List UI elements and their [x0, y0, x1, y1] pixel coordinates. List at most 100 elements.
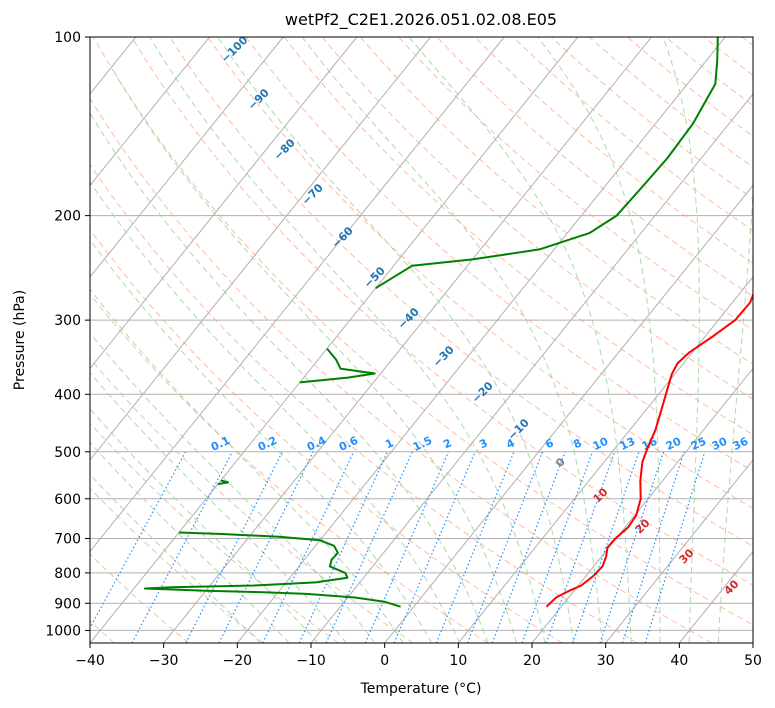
isotherm-line — [90, 37, 210, 187]
moist-adiabat-label: 20 — [633, 516, 653, 536]
x-tick-label: 0 — [380, 653, 389, 669]
dewpoint-profile-line — [299, 347, 376, 384]
grid-layer — [90, 37, 753, 643]
x-tick-label: 10 — [449, 653, 467, 669]
isotherm-line — [605, 459, 753, 643]
x-tick-label: −30 — [149, 653, 179, 669]
y-tick-label: 800 — [54, 566, 81, 582]
isotherm-label: −90 — [245, 86, 272, 113]
mixing-ratio-label: 0.1 — [209, 434, 232, 454]
y-tick-label: 100 — [54, 30, 81, 46]
isotherm-line — [310, 93, 753, 643]
dewpoint-profile-line — [375, 37, 719, 290]
isotherm-line — [457, 276, 753, 643]
dry-adiabat-line — [360, 37, 753, 365]
dry-adiabat-line — [207, 37, 753, 509]
mixing-ratio-line — [521, 451, 594, 643]
isotherm-label: −80 — [271, 136, 298, 163]
mixing-ratio-line — [185, 451, 283, 643]
moist-adiabat-line — [537, 37, 661, 643]
moist-adiabat-label: 0 — [553, 455, 568, 470]
mixing-ratio-line — [90, 451, 187, 630]
temperature-profile-line — [545, 292, 753, 608]
dry-adiabat-line — [703, 37, 753, 76]
x-tick-label: −10 — [296, 653, 326, 669]
isotherm-label: −30 — [430, 343, 457, 370]
y-tick-label: 900 — [54, 596, 81, 612]
moist-adiabat-line — [217, 37, 575, 643]
dewpoint-profile-line — [143, 531, 401, 608]
y-tick-label: 200 — [54, 209, 81, 225]
dry-adiabat-line — [90, 228, 563, 643]
plot-frame — [89, 36, 754, 644]
mixing-ratio-label: 8 — [571, 436, 583, 451]
isotherm-label: −100 — [219, 33, 251, 65]
mixing-ratio-label: 6 — [543, 436, 556, 451]
dewpoint-profile-line — [217, 479, 230, 486]
mixing-ratio-line — [325, 451, 413, 643]
mixing-ratio-label: 2 — [441, 436, 453, 451]
x-tick-label: −20 — [223, 653, 253, 669]
dry-adiabat-line — [90, 357, 414, 643]
dry-adiabat-line — [398, 37, 753, 331]
moist-adiabat-line — [301, 37, 603, 643]
mixing-ratio-line — [644, 451, 706, 643]
dry-adiabat-line — [90, 293, 488, 643]
isotherm-line — [678, 550, 753, 643]
dry-adiabat-line — [90, 163, 638, 643]
isotherm-line — [90, 37, 431, 461]
mixing-ratio-line — [364, 451, 450, 643]
moist-adiabat-line — [149, 37, 546, 643]
chart-title: wetPf2_C2E1.2026.051.02.08.E05 — [285, 10, 557, 30]
x-tick-label: 20 — [523, 653, 541, 669]
y-tick-label: 300 — [54, 313, 81, 329]
moist-adiabat-label: 40 — [722, 577, 742, 597]
mixing-ratio-label: 36 — [731, 435, 751, 453]
isotherm-label: −70 — [299, 181, 326, 208]
mixing-ratio-line — [262, 451, 355, 643]
moist-adiabat-line — [114, 72, 517, 643]
isotherm-line — [531, 367, 753, 643]
moist-adiabat-label: 30 — [677, 546, 697, 566]
dry-adiabat-line — [90, 97, 712, 643]
isotherm-line — [90, 37, 579, 643]
x-tick-label: 40 — [670, 653, 688, 669]
moist-adiabat-line — [90, 238, 432, 643]
mixing-ratio-label: 25 — [689, 435, 708, 453]
moist-adiabat-line — [662, 37, 700, 643]
mixing-ratio-line — [298, 451, 389, 643]
moist-adiabat-line — [90, 473, 261, 643]
x-tick-label: −40 — [75, 653, 105, 669]
mixing-ratio-line — [218, 451, 314, 643]
y-tick-label: 600 — [54, 492, 81, 508]
isotherm-line — [236, 37, 726, 643]
mixing-ratio-label: 1.5 — [411, 434, 434, 454]
x-axis-label: Temperature (°C) — [360, 681, 482, 697]
dry-adiabat-line — [741, 37, 753, 47]
dry-adiabat-line — [169, 37, 753, 547]
mixing-ratio-label: 30 — [710, 435, 730, 453]
isotherm-line — [90, 37, 505, 553]
isotherm-line — [752, 642, 753, 643]
isotherm-label: −60 — [329, 224, 356, 251]
dry-adiabat-line — [131, 37, 753, 586]
mixing-ratio-line — [466, 451, 544, 643]
mixing-ratio-line — [393, 451, 476, 643]
dry-adiabat-line — [436, 37, 753, 297]
dry-adiabat-line — [245, 37, 753, 472]
dry-adiabat-line — [474, 37, 753, 264]
moist-adiabat-line — [717, 186, 753, 643]
mixing-ratio-line — [621, 451, 685, 643]
moist-adiabat-label: 10 — [591, 485, 611, 505]
y-axis-label: Pressure (hPa) — [12, 290, 28, 390]
series-layer — [143, 37, 753, 608]
moist-adiabat-line — [90, 332, 376, 643]
isotherm-line — [90, 37, 284, 278]
y-tick-label: 500 — [54, 445, 81, 461]
isotherm-line — [90, 37, 358, 370]
dry-adiabat-line — [90, 553, 190, 643]
mixing-ratio-line — [572, 451, 640, 643]
moist-adiabat-line — [90, 371, 347, 643]
mixing-ratio-label: 10 — [591, 435, 611, 453]
